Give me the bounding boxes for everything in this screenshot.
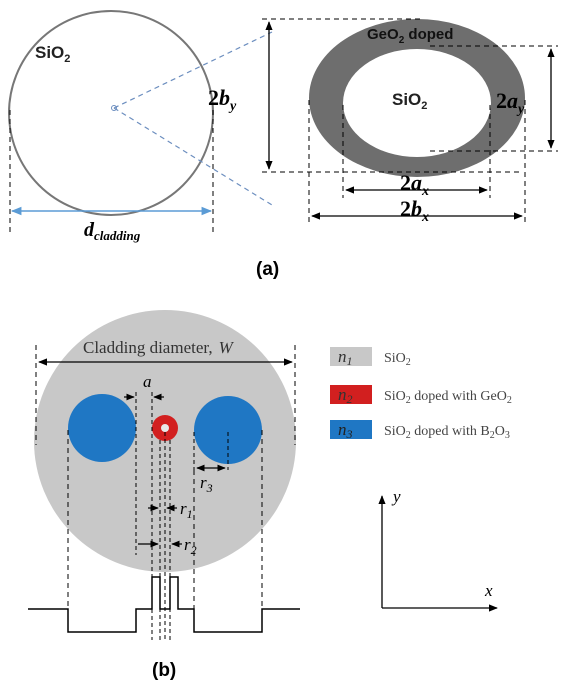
legend-item-n2: n2 SiO2 doped with GeO2	[330, 385, 512, 406]
index-profile-line	[28, 576, 300, 633]
cladding-diameter-label: Cladding diameter, W	[83, 338, 235, 357]
panel-a: SiO2 dcladding GeO2 doped SiO2 2by 2ay 2…	[8, 10, 558, 280]
label-r2: r2	[184, 535, 197, 557]
panel-a-caption: (a)	[256, 259, 279, 280]
cladding-circle-a	[8, 10, 214, 216]
legend-swatch-n1	[330, 347, 372, 366]
panel-b: Cladding diameter, W a r1 r2 r3	[28, 310, 512, 681]
label-a: a	[143, 372, 152, 391]
legend-swatch-n3	[330, 420, 372, 439]
legend-index-n2: n2	[338, 385, 353, 406]
legend-item-n3: n3 SiO2 doped with B2O3	[330, 420, 510, 441]
core-material-label: SiO2	[392, 90, 427, 112]
legend: n1 SiO2 n2 SiO2 doped with GeO2 n3 SiO2 …	[330, 347, 512, 441]
legend-swatch-n2	[330, 385, 372, 404]
dim-2bx-label: 2bx	[400, 196, 429, 225]
stress-rod-right	[194, 396, 262, 464]
label-r1: r1	[180, 499, 193, 521]
legend-text-n2: SiO2 doped with GeO2	[384, 389, 512, 406]
stress-rod-left	[68, 394, 136, 462]
sio2-core-ellipse	[343, 49, 491, 157]
legend-item-n1: n1 SiO2	[330, 347, 411, 368]
doped-ring-label: GeO2 doped	[367, 26, 453, 46]
panel-b-caption: (b)	[152, 660, 176, 681]
zoom-line-upper	[113, 31, 273, 109]
legend-index-n3: n3	[338, 420, 353, 441]
dim-2by-label: 2by	[208, 85, 237, 114]
core-center	[161, 424, 169, 432]
axis-x-label: x	[484, 581, 493, 600]
label-r3: r3	[200, 473, 213, 495]
legend-text-n1: SiO2	[384, 351, 411, 368]
zoom-line-lower	[113, 107, 273, 206]
dcladding-label: dcladding	[84, 219, 141, 243]
cladding-material-label: SiO2	[35, 43, 70, 65]
xy-axes: y x	[378, 487, 498, 612]
legend-index-n1: n1	[338, 347, 353, 368]
dim-2ax-label: 2ax	[400, 170, 429, 199]
legend-text-n3: SiO2 doped with B2O3	[384, 424, 510, 441]
dim-2ay-label: 2ay	[496, 88, 525, 117]
axis-y-label: y	[391, 487, 401, 506]
